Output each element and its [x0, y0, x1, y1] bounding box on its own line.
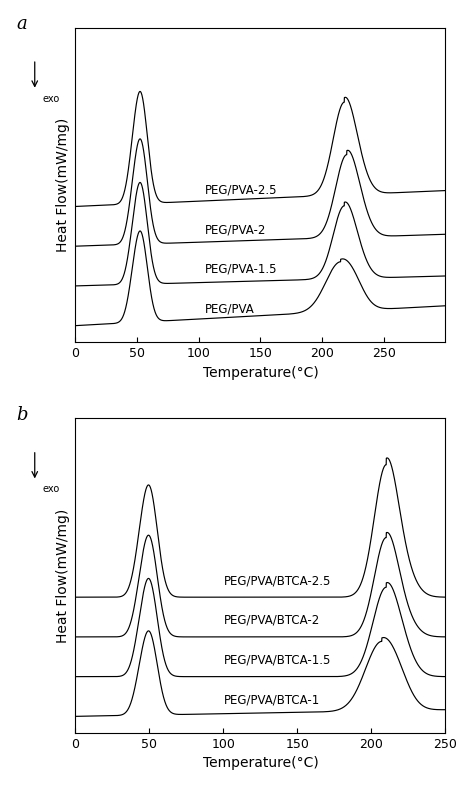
Text: PEG/PVA/BTCA-1: PEG/PVA/BTCA-1 — [223, 693, 319, 707]
Text: a: a — [16, 15, 27, 33]
Text: PEG/PVA: PEG/PVA — [205, 303, 255, 316]
Text: exo: exo — [42, 94, 59, 104]
Y-axis label: Heat Flow(mW/mg): Heat Flow(mW/mg) — [56, 118, 70, 252]
Text: PEG/PVA/BTCA-2: PEG/PVA/BTCA-2 — [223, 614, 319, 627]
X-axis label: Temperature(°C): Temperature(°C) — [202, 366, 319, 379]
Y-axis label: Heat Flow(mW/mg): Heat Flow(mW/mg) — [56, 508, 70, 643]
X-axis label: Temperature(°C): Temperature(°C) — [202, 756, 319, 770]
Text: PEG/PVA/BTCA-2.5: PEG/PVA/BTCA-2.5 — [223, 575, 331, 587]
Text: b: b — [16, 406, 28, 424]
Text: exo: exo — [42, 485, 59, 494]
Text: PEG/PVA-1.5: PEG/PVA-1.5 — [205, 263, 277, 276]
Text: PEG/PVA-2.5: PEG/PVA-2.5 — [205, 183, 277, 197]
Text: PEG/PVA-2: PEG/PVA-2 — [205, 224, 266, 236]
Text: PEG/PVA/BTCA-1.5: PEG/PVA/BTCA-1.5 — [223, 654, 331, 667]
